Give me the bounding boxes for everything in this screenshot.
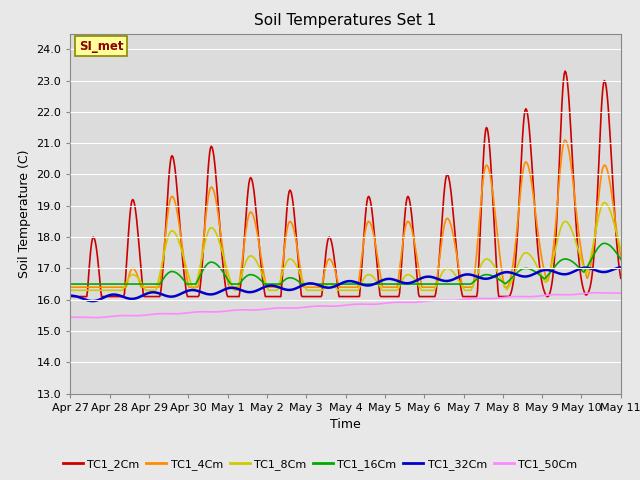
TC1_8Cm [368,273,376,279]
TC1_2Cm [221,281,229,287]
TC1_4Cm [561,137,569,143]
TC1_50Cm [512,294,520,300]
TC1_50Cm [369,301,376,307]
TC1_4Cm [617,254,625,260]
TC1_32Cm [89,298,97,304]
TC1_16Cm [387,281,394,287]
TC1_8Cm [221,260,229,265]
TC1_2Cm [617,276,625,281]
Title: Soil Temperatures Set 1: Soil Temperatures Set 1 [255,13,436,28]
TC1_4Cm [92,284,100,290]
TC1_8Cm [617,247,625,253]
Legend: TC1_2Cm, TC1_4Cm, TC1_8Cm, TC1_16Cm, TC1_32Cm, TC1_50Cm: TC1_2Cm, TC1_4Cm, TC1_8Cm, TC1_16Cm, TC1… [58,455,582,474]
TC1_32Cm [388,276,396,282]
TC1_50Cm [93,315,100,321]
Line: TC1_8Cm: TC1_8Cm [70,203,621,290]
TC1_8Cm [67,288,74,293]
TC1_16Cm [368,281,376,287]
TC1_32Cm [442,278,450,284]
Text: SI_met: SI_met [79,40,123,53]
TC1_8Cm [387,288,394,293]
TC1_16Cm [511,272,519,277]
TC1_2Cm [67,294,74,300]
X-axis label: Time: Time [330,418,361,431]
TC1_8Cm [600,200,608,205]
TC1_16Cm [442,281,449,287]
TC1_32Cm [67,293,74,299]
TC1_32Cm [512,272,520,277]
Y-axis label: Soil Temperature (C): Soil Temperature (C) [18,149,31,278]
TC1_50Cm [442,298,450,303]
Line: TC1_32Cm: TC1_32Cm [70,267,621,301]
TC1_50Cm [591,290,599,296]
TC1_4Cm [221,264,229,269]
TC1_8Cm [442,266,449,272]
TC1_4Cm [511,244,519,250]
TC1_32Cm [93,298,100,303]
TC1_2Cm [387,294,394,300]
TC1_4Cm [67,284,74,290]
TC1_2Cm [511,263,519,268]
TC1_2Cm [442,177,449,183]
TC1_2Cm [561,68,569,74]
TC1_16Cm [221,273,229,278]
TC1_50Cm [92,315,100,321]
Line: TC1_4Cm: TC1_4Cm [70,140,621,287]
Line: TC1_50Cm: TC1_50Cm [70,293,621,318]
Line: TC1_2Cm: TC1_2Cm [70,71,621,297]
TC1_8Cm [92,288,100,293]
TC1_16Cm [617,256,625,262]
TC1_50Cm [222,308,230,314]
TC1_16Cm [600,240,608,246]
TC1_2Cm [92,241,100,247]
TC1_2Cm [368,207,376,213]
TC1_50Cm [617,290,625,296]
TC1_50Cm [388,300,396,305]
TC1_16Cm [92,281,100,287]
TC1_16Cm [67,281,74,287]
TC1_32Cm [369,282,376,288]
TC1_50Cm [67,314,74,320]
TC1_4Cm [442,218,449,224]
TC1_32Cm [222,286,230,292]
TC1_32Cm [617,264,625,270]
TC1_8Cm [511,269,519,275]
TC1_4Cm [387,284,394,290]
Line: TC1_16Cm: TC1_16Cm [70,243,621,284]
TC1_4Cm [368,224,376,230]
